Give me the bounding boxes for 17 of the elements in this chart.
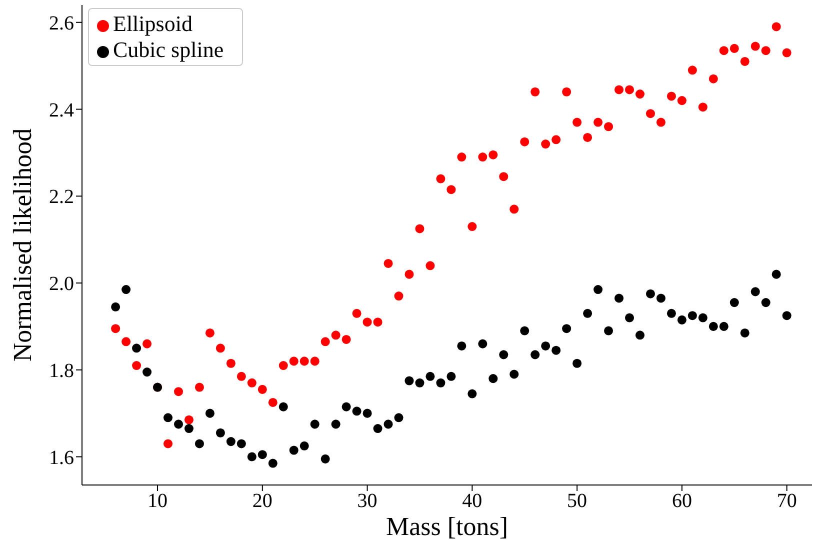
y-tick-label: 1.8: [49, 360, 74, 382]
x-tick-label: 60: [672, 490, 692, 512]
x-tick-label: 30: [357, 490, 378, 512]
y-tick-label: 2.2: [49, 186, 74, 208]
x-tick-label: 20: [252, 490, 272, 512]
legend-label: Ellipsoid: [113, 11, 192, 36]
x-tick-label: 50: [567, 490, 588, 512]
x-tick-label: 70: [776, 490, 797, 512]
y-axis-title: Normalised likelihood: [8, 128, 38, 362]
y-tick-label: 2.0: [49, 273, 74, 296]
y-tick-label: 2.6: [49, 12, 74, 34]
x-axis-title: Mass [tons]: [386, 512, 508, 541]
x-tick-label: 40: [462, 490, 482, 512]
legend-label: Cubic spline: [113, 37, 224, 62]
y-tick-label: 1.6: [49, 446, 74, 469]
y-tick-label: 2.4: [49, 99, 74, 122]
x-tick-label: 10: [148, 490, 168, 512]
